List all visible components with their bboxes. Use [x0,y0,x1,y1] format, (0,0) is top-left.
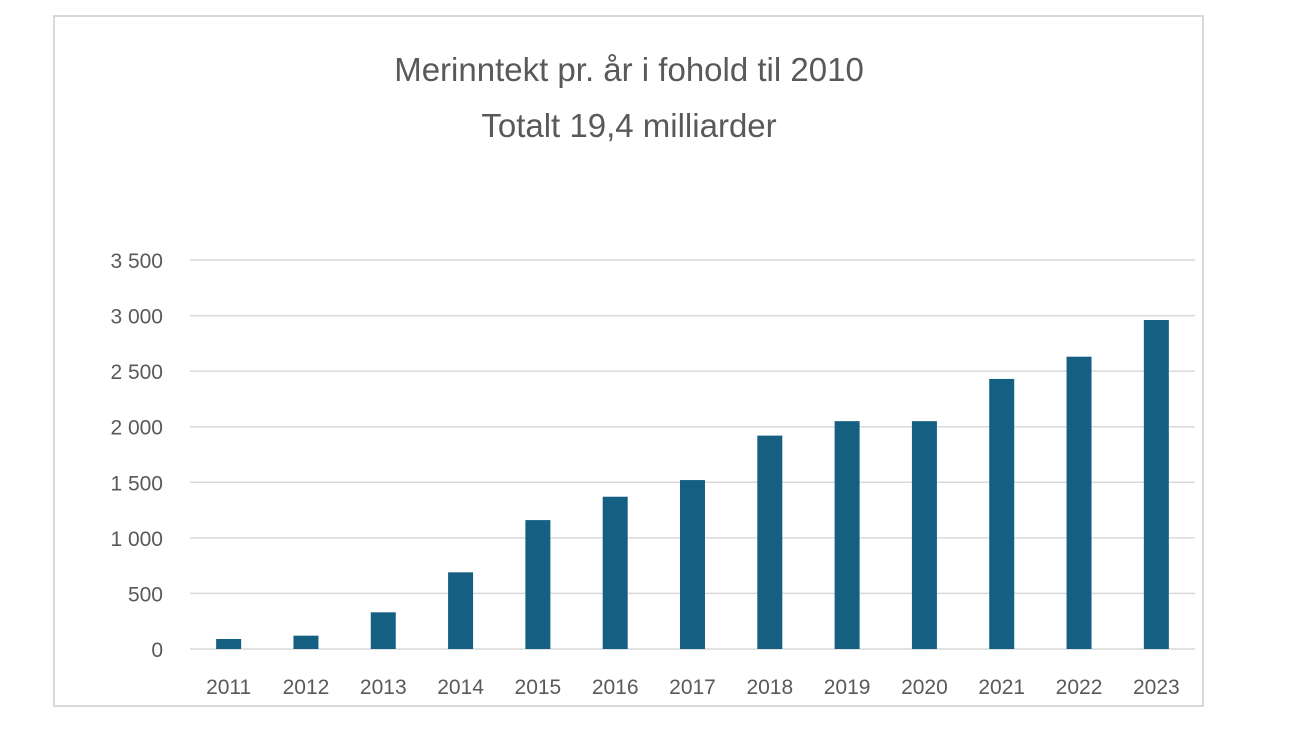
chart-subtitle: Totalt 19,4 milliarder [481,107,776,144]
bar-2015 [525,520,551,649]
y-axis-tick-labels: 0 500 1 000 1 500 2 000 2 500 3 000 3 500 [110,250,163,662]
x-tick-label: 2017 [669,676,716,699]
bar-2017 [680,480,705,649]
gridlines [190,259,1195,650]
x-tick-label: 2015 [515,676,562,699]
x-tick-label: 2011 [206,676,251,699]
y-tick-label: 0 [151,639,163,662]
bar-2021 [989,378,1015,649]
y-tick-label: 2 000 [110,417,163,440]
y-tick-label: 500 [128,583,163,606]
chart-title: Merinntekt pr. år i fohold til 2010 [394,51,864,88]
y-tick-label: 1 000 [110,528,163,551]
bar-2019 [834,421,860,649]
y-tick-label: 3 000 [110,306,163,329]
bar-2012 [293,635,319,649]
bar-2023 [1143,320,1169,649]
bar-2018 [757,435,783,649]
bar-2013 [370,612,396,649]
y-tick-label: 1 500 [110,472,163,495]
x-tick-label: 2022 [1056,676,1103,699]
x-tick-label: 2018 [746,676,793,699]
x-tick-label: 2014 [437,676,484,699]
bars [216,320,1169,649]
x-tick-label: 2016 [592,676,639,699]
x-tick-label: 2023 [1133,676,1180,699]
bar-2014 [448,572,474,649]
x-tick-label: 2013 [360,676,407,699]
bar-2011 [216,638,242,649]
y-tick-label: 2 500 [110,361,163,384]
x-tick-label: 2021 [978,676,1025,699]
bar-2022 [1066,356,1092,649]
x-tick-label: 2019 [824,676,871,699]
x-axis-tick-labels: 2011 2012 2013 2014 2015 2016 2017 2018 2019 2020… [206,676,1180,699]
bar-2016 [602,496,628,649]
bar-2020 [911,421,937,649]
x-tick-label: 2020 [901,676,948,699]
y-tick-label: 3 500 [110,250,163,273]
x-tick-label: 2012 [283,676,330,699]
